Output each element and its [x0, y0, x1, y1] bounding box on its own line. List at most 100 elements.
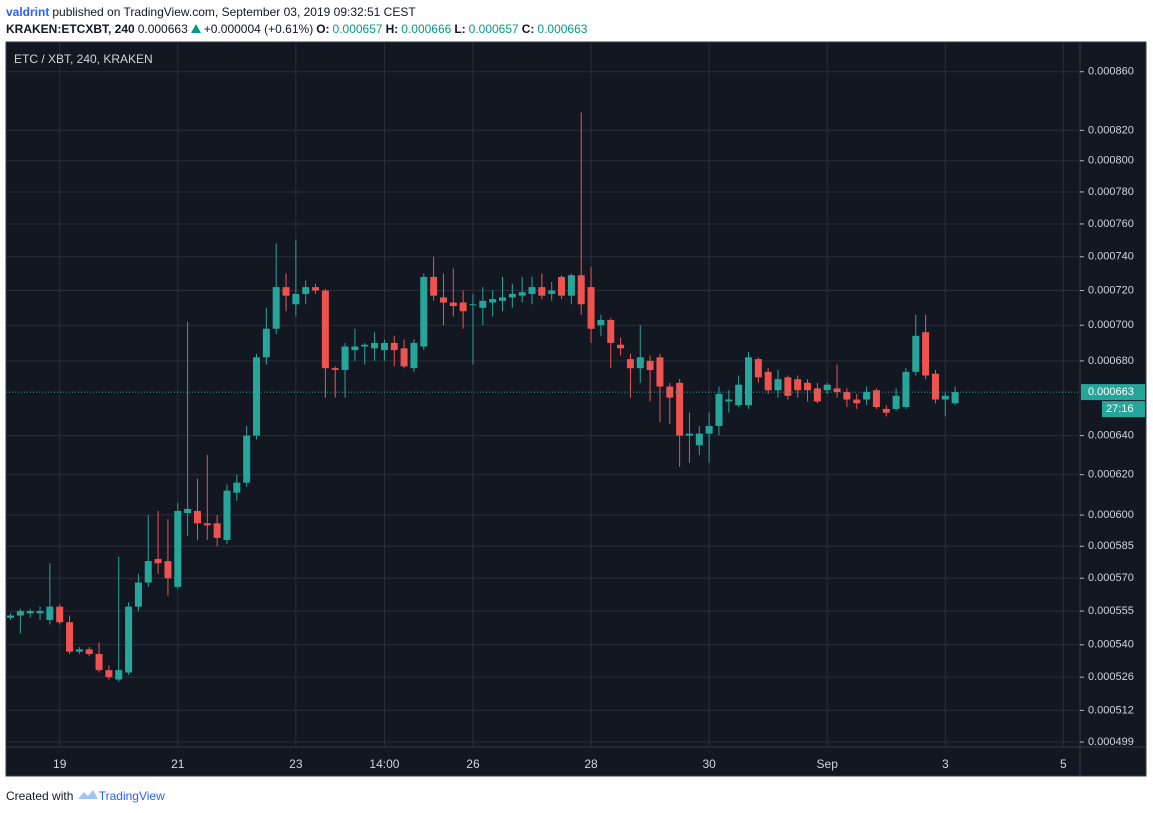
candle-body: [853, 399, 861, 404]
y-tick-label: 0.000820: [1088, 124, 1134, 136]
candle-body: [912, 335, 920, 372]
candle-body: [833, 388, 841, 393]
candle-body: [430, 276, 438, 296]
candle-body: [174, 510, 182, 587]
chart-frame: [5, 41, 1147, 777]
candle-body: [262, 328, 270, 358]
candle-body: [528, 287, 536, 294]
x-tick-label: 30: [702, 757, 716, 771]
last-price-box: [1081, 384, 1145, 401]
candle-body: [548, 290, 556, 294]
candle-body: [499, 297, 506, 301]
candle-body: [26, 611, 34, 614]
candle-body: [843, 392, 851, 400]
symbol: KRAKEN:ETCXBT, 240: [6, 22, 135, 36]
x-tick-label: 23: [289, 757, 303, 771]
y-tick-label: 0.000620: [1088, 469, 1134, 481]
candle-body: [745, 357, 752, 406]
candle-body: [56, 606, 64, 623]
candle-body: [558, 276, 566, 296]
x-tick-label: 19: [53, 757, 67, 771]
brand[interactable]: TradingView: [98, 789, 165, 803]
y-tick-label: 0.000720: [1088, 284, 1134, 296]
candle-body: [754, 359, 762, 378]
candle-body: [626, 359, 634, 369]
grid: [6, 42, 1080, 747]
candle-body: [685, 433, 693, 436]
candle-body: [449, 302, 457, 307]
candle-body: [154, 558, 162, 564]
candle-body: [636, 357, 644, 369]
user-name[interactable]: valdrint: [6, 5, 50, 19]
countdown-box: [1102, 401, 1145, 418]
quote-line: KRAKEN:ETCXBT, 240 0.000663 +0.000004 (+0.…: [6, 22, 590, 36]
footer: Created with TradingView: [6, 788, 165, 803]
candle-body: [508, 293, 516, 298]
y-tick-label: 0.000570: [1088, 572, 1134, 584]
y-tick-label: 0.000526: [1088, 671, 1134, 683]
candle-body: [380, 342, 388, 351]
tv-logo: [77, 790, 98, 799]
candle-body: [312, 287, 320, 291]
candle-body: [253, 357, 260, 436]
candle-body: [922, 332, 930, 376]
candle-body: [184, 508, 192, 514]
candle-body: [125, 606, 133, 673]
candle-body: [331, 368, 339, 371]
candle-body: [676, 382, 684, 436]
candle-body: [735, 384, 743, 406]
candle-body: [85, 649, 93, 654]
y-tick-label: 0.000860: [1088, 66, 1134, 78]
candle-body: [292, 293, 300, 305]
candle-body: [36, 611, 44, 614]
candle-body: [725, 399, 733, 402]
candle-body: [882, 408, 890, 413]
publish-line: valdrint published on TradingView.com, Se…: [6, 5, 419, 19]
candle-body: [164, 561, 172, 579]
candle-body: [587, 287, 595, 329]
candle-body: [115, 670, 123, 680]
x-tick-label: 21: [171, 757, 185, 771]
y-tick-label: 0.000780: [1088, 186, 1134, 198]
candle-body: [715, 393, 723, 426]
candle-body: [489, 299, 497, 303]
publish-info: published on TradingView.com, September …: [52, 5, 416, 19]
candle-body: [567, 275, 575, 296]
candle-body: [420, 276, 428, 347]
candle-body: [459, 302, 467, 312]
candle-body: [439, 297, 447, 303]
candle-body: [794, 379, 802, 391]
y-tick-label: 0.000585: [1088, 540, 1134, 552]
candle-body: [223, 490, 231, 540]
y-tick-label: 0.000555: [1088, 605, 1134, 617]
y-tick-label: 0.000640: [1088, 429, 1134, 441]
candle-body: [538, 287, 546, 296]
y-tick-label: 0.000600: [1088, 509, 1134, 521]
candle-body: [7, 615, 14, 618]
candle-body: [193, 510, 201, 524]
candle-body: [134, 582, 142, 607]
l-label: L:: [454, 22, 466, 36]
candle-body: [144, 561, 152, 583]
countdown: 27:16: [1106, 403, 1134, 415]
candle-body: [695, 433, 703, 446]
candle-body: [203, 523, 211, 526]
candle-body: [16, 611, 24, 616]
candle-body: [931, 373, 939, 400]
last-price-label: 0.000663: [1088, 386, 1134, 398]
x-tick-label: Sep: [817, 757, 839, 771]
candle-body: [410, 342, 418, 369]
candle-body: [774, 379, 782, 391]
candle-body: [75, 649, 83, 652]
y-tick-label: 0.000700: [1088, 319, 1134, 331]
y-tick-label: 0.000499: [1088, 736, 1134, 748]
candle-body: [213, 523, 221, 538]
l-value: 0.000657: [468, 22, 519, 36]
candle-body: [597, 319, 605, 326]
change: +0.000004 (+0.61%): [203, 22, 314, 36]
up-arrow: [190, 24, 201, 33]
c-value: 0.000663: [537, 22, 588, 36]
o-value: 0.000657: [332, 22, 383, 36]
